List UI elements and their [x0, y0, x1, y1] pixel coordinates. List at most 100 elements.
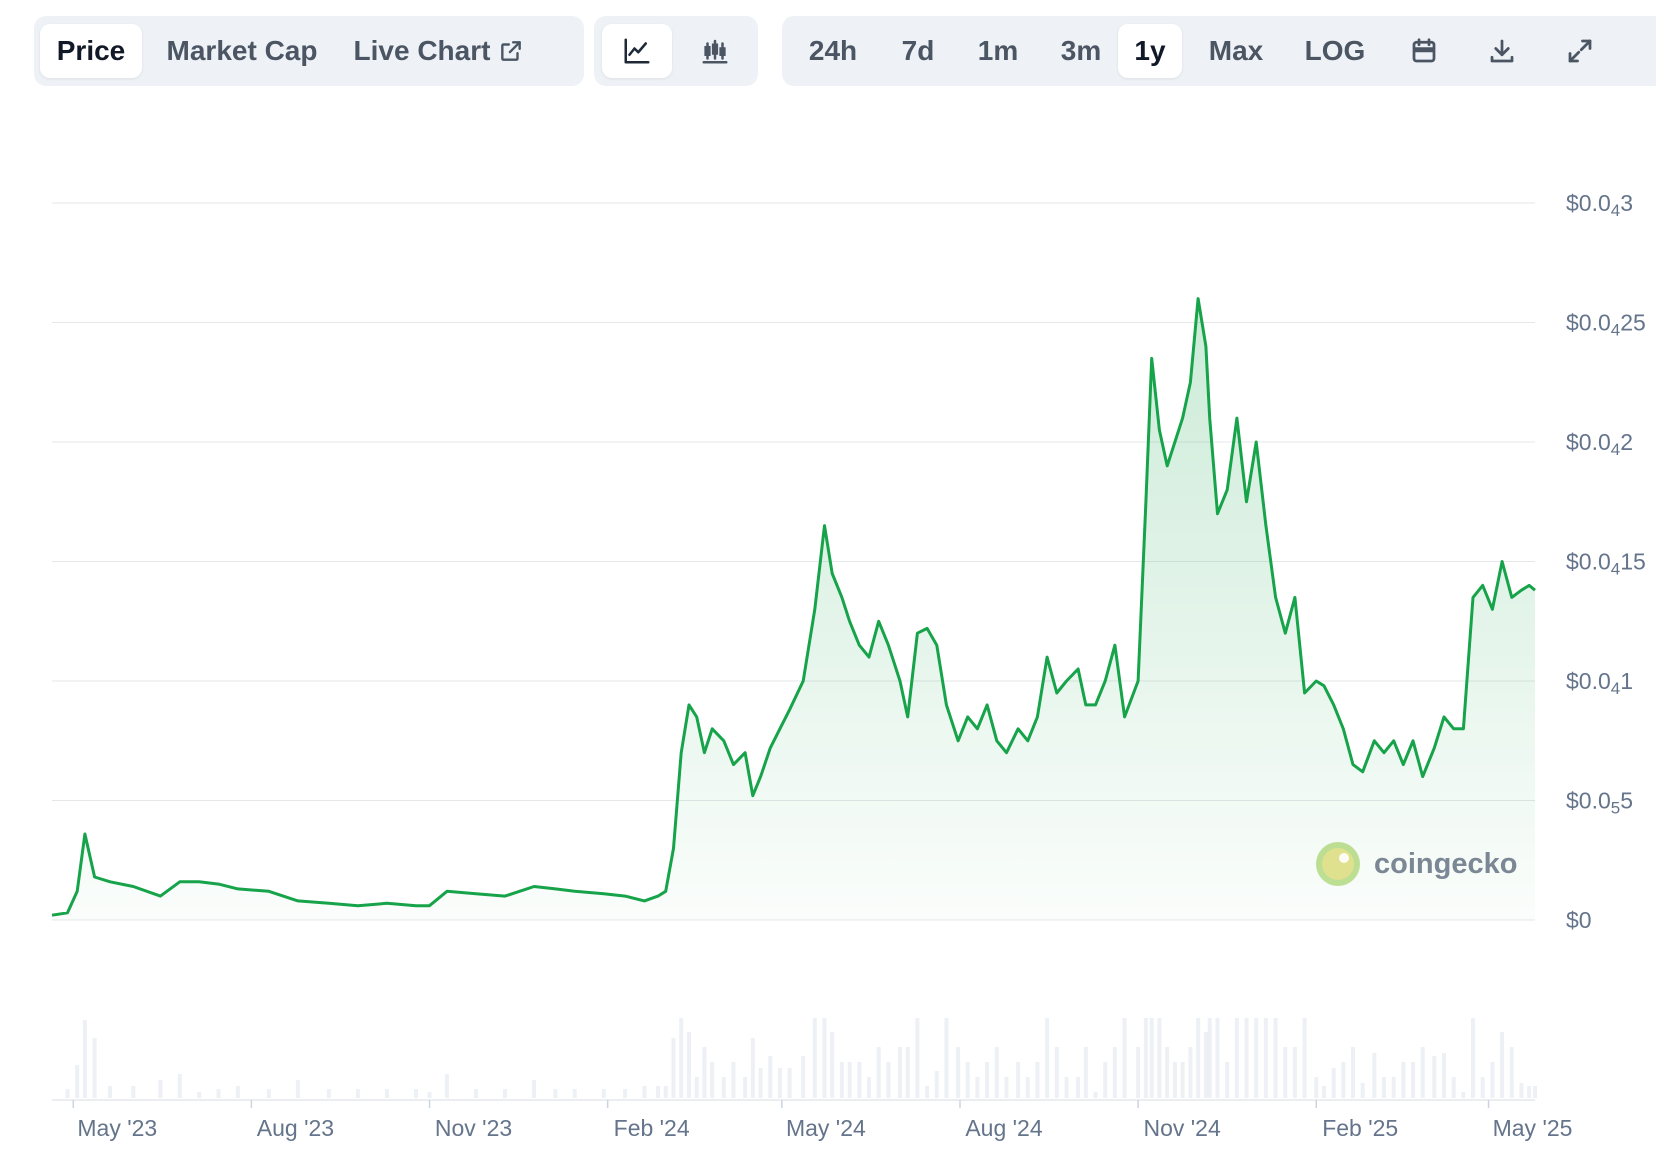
volume-bar [177, 1074, 182, 1098]
watermark-text: coingecko [1374, 848, 1517, 880]
x-tick-label: Aug '24 [965, 1115, 1042, 1141]
volume-bar [92, 1038, 97, 1098]
volume-bar [1302, 1018, 1307, 1098]
volume-bar [830, 1032, 835, 1098]
volume-bar [108, 1086, 113, 1098]
volume-bar [553, 1089, 558, 1098]
range-7d-label: 7d [901, 35, 935, 66]
volume-bar [642, 1086, 647, 1098]
volume-bar [1054, 1047, 1059, 1098]
volume-bar [1244, 1018, 1249, 1098]
chart-toolbar: Price Market Cap Live Chart 24h 7d 1m 3m… [34, 16, 1656, 86]
volume-bar [1203, 1032, 1208, 1098]
volume-bar [956, 1047, 961, 1098]
y-tick-label: $0.0425 [1566, 310, 1646, 340]
volume-bar [934, 1071, 939, 1098]
date-picker-button[interactable] [1396, 24, 1452, 78]
volume-bar [812, 1018, 817, 1098]
volume-bar [758, 1068, 763, 1098]
download-button[interactable] [1474, 24, 1530, 78]
volume-bar [857, 1062, 862, 1098]
fullscreen-button[interactable] [1552, 24, 1608, 78]
range-1y[interactable]: 1y [1118, 24, 1182, 78]
tab-live-chart[interactable]: Live Chart [344, 24, 534, 78]
volume-bar [1519, 1083, 1524, 1098]
volume-bar [1064, 1077, 1069, 1098]
volume-bar [1188, 1047, 1193, 1098]
volume-bar [427, 1092, 432, 1098]
volume-bar [721, 1077, 726, 1098]
range-1m[interactable]: 1m [960, 24, 1036, 78]
volume-bar [897, 1047, 902, 1098]
volume-bar [655, 1086, 660, 1098]
volume-bar [822, 1018, 827, 1098]
line-chart-button[interactable] [602, 24, 672, 78]
range-1m-label: 1m [977, 35, 1019, 66]
volume-bar [413, 1089, 418, 1098]
volume-bar [1035, 1062, 1040, 1098]
volume-bar [801, 1056, 806, 1098]
volume-bar [158, 1080, 163, 1098]
volume-bar [1432, 1056, 1437, 1098]
x-tick-label: Feb '25 [1322, 1115, 1398, 1141]
x-tick-label: May '25 [1493, 1115, 1573, 1141]
volume-bar [1083, 1047, 1088, 1098]
volume-bar [503, 1089, 508, 1098]
volume-bar [326, 1089, 331, 1098]
range-1y-label: 1y [1134, 35, 1166, 66]
tab-price-label: Price [56, 35, 126, 66]
volume-bar [1372, 1053, 1377, 1098]
volume-bar [1112, 1047, 1117, 1098]
x-tick-label: May '23 [77, 1115, 157, 1141]
volume-bar [1411, 1062, 1416, 1098]
volume-bar [1165, 1047, 1170, 1098]
volume-bar [1420, 1047, 1425, 1098]
x-tick-label: May '24 [786, 1115, 866, 1141]
volume-bar [847, 1062, 852, 1098]
volume-bar [384, 1089, 389, 1098]
volume-bar [1273, 1018, 1278, 1098]
x-tick-label: Nov '24 [1143, 1115, 1220, 1141]
tab-price[interactable]: Price [40, 24, 142, 78]
tab-market-cap[interactable]: Market Cap [152, 24, 332, 78]
volume-bar [572, 1089, 577, 1098]
volume-bar [679, 1018, 684, 1098]
volume-bar [777, 1068, 782, 1098]
volume-bar [1401, 1062, 1406, 1098]
volume-bar [1500, 1032, 1505, 1098]
volume-bar [1076, 1077, 1081, 1098]
volume-bar [1341, 1062, 1346, 1098]
volume-bar [686, 1032, 691, 1098]
range-3m-label: 3m [1060, 35, 1102, 66]
volume-bar [694, 1077, 699, 1098]
y-tick-label: $0.043 [1566, 190, 1633, 220]
range-24h[interactable]: 24h [792, 24, 874, 78]
range-7d[interactable]: 7d [880, 24, 956, 78]
volume-bar [473, 1089, 478, 1098]
log-scale-toggle[interactable]: LOG [1288, 24, 1382, 78]
range-max[interactable]: Max [1194, 24, 1278, 78]
volume-bar [787, 1068, 792, 1098]
volume-bar [876, 1047, 881, 1098]
volume-bar [1103, 1062, 1108, 1098]
volume-bar [1490, 1062, 1495, 1098]
volume-bar [1180, 1062, 1185, 1098]
tab-market-cap-label: Market Cap [166, 35, 318, 66]
calendar-icon [1409, 36, 1439, 66]
volume-bar [1461, 1092, 1466, 1098]
volume-bar [266, 1089, 271, 1098]
volume-bar [965, 1062, 970, 1098]
volume-bar [131, 1086, 136, 1098]
range-3m[interactable]: 3m [1040, 24, 1122, 78]
volume-bar [768, 1056, 773, 1098]
volume-bar [1157, 1018, 1162, 1098]
candlestick-chart-button[interactable] [680, 24, 750, 78]
y-tick-label: $0.055 [1566, 788, 1633, 818]
volume-bar [1292, 1047, 1297, 1098]
download-icon [1487, 36, 1517, 66]
y-axis-labels: $0.043 $0.0425 $0.042 $0.0415 $0.041 $0.055 $0 [1566, 190, 1646, 933]
volume-bar [1225, 1062, 1230, 1098]
volume-bar [925, 1086, 930, 1098]
price-line[interactable] [51, 297, 1536, 917]
